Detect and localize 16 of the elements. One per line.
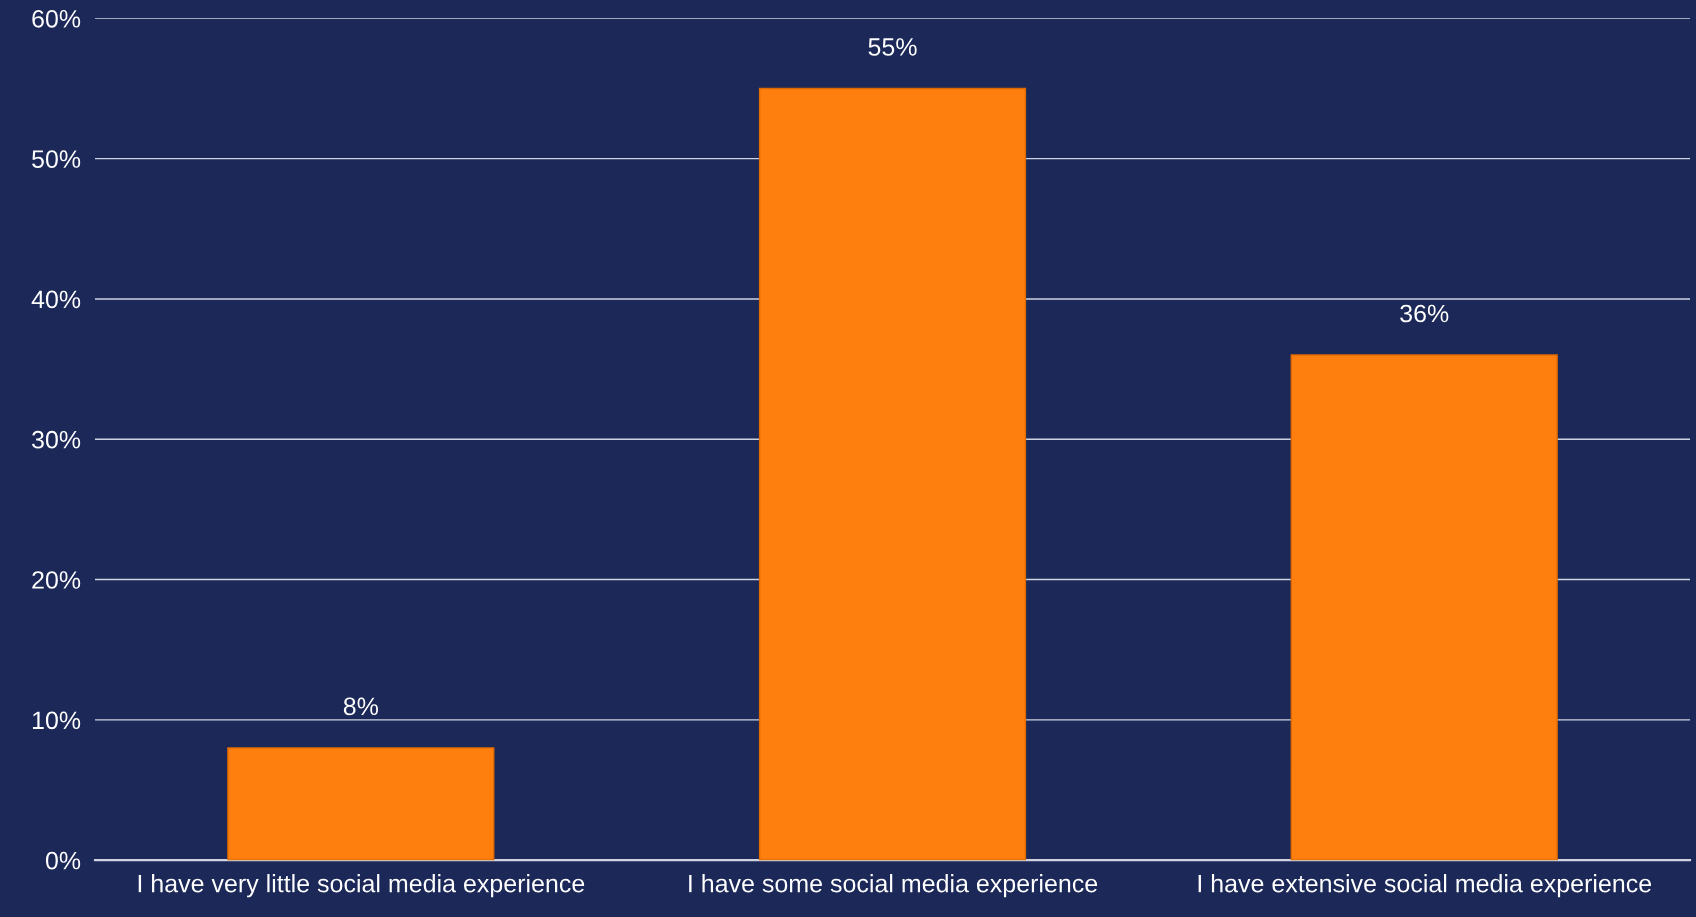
data-label: 8% — [343, 697, 378, 716]
y-tick-label: 0% — [45, 851, 81, 870]
y-tick-label: 30% — [32, 430, 81, 449]
data-label: 55% — [868, 38, 917, 56]
y-tick-label: 10% — [32, 711, 81, 730]
data-label: 36% — [1400, 304, 1449, 323]
y-tick-label: 40% — [31, 290, 81, 309]
y-tick-label: 50% — [32, 150, 81, 168]
x-tick-label: I have extensive social media experience — [1198, 874, 1652, 898]
x-tick-label: I have very little social media experience — [138, 874, 585, 898]
y-tick-label: 60% — [32, 9, 81, 28]
y-tick-label: 20% — [32, 571, 81, 589]
bar — [1290, 354, 1558, 861]
bar — [758, 87, 1027, 861]
bar — [227, 747, 495, 861]
x-tick-label: I have some social media experience — [689, 874, 1098, 898]
